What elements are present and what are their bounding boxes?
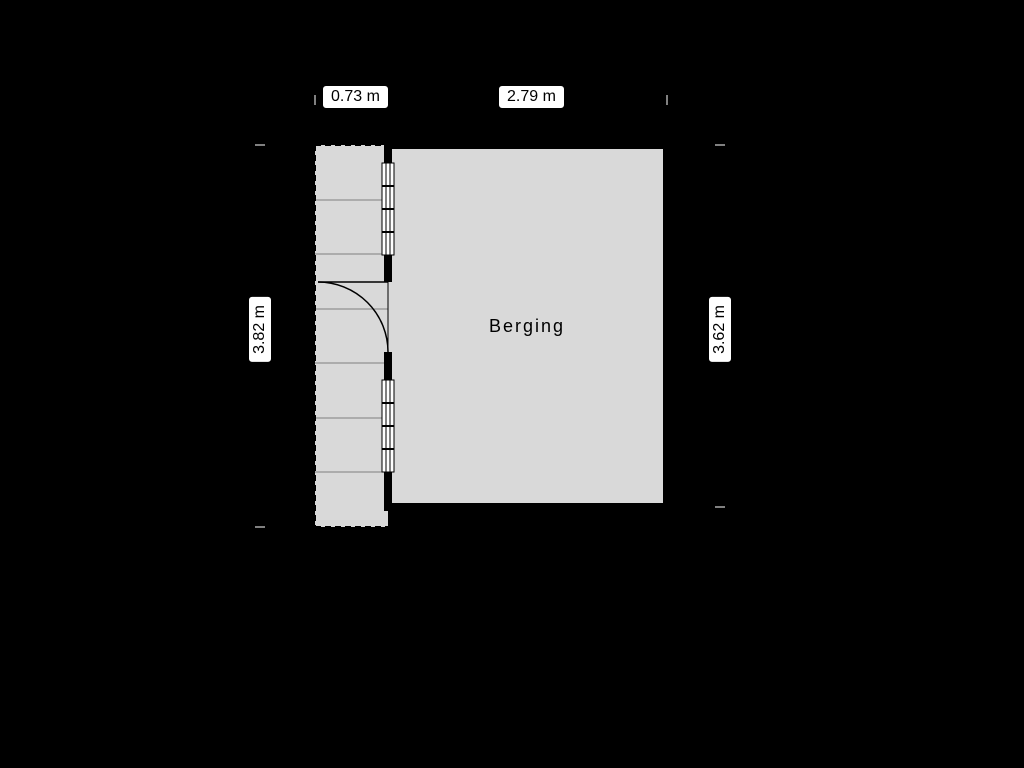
dim-top-left: 0.73 m bbox=[322, 85, 389, 109]
dim-right: 3.62 m bbox=[708, 296, 732, 363]
dim-top-right: 2.79 m bbox=[498, 85, 565, 109]
porch-fill bbox=[315, 145, 388, 527]
dim-left: 3.82 m bbox=[248, 296, 272, 363]
window-top bbox=[382, 163, 394, 255]
window-bottom bbox=[382, 380, 394, 472]
floorplan-stage: Berging 0.73 m 2.79 m 3.82 m 3.62 m bbox=[0, 0, 1024, 768]
room-label: Berging bbox=[489, 316, 565, 336]
floorplan-svg: Berging bbox=[0, 0, 1024, 768]
